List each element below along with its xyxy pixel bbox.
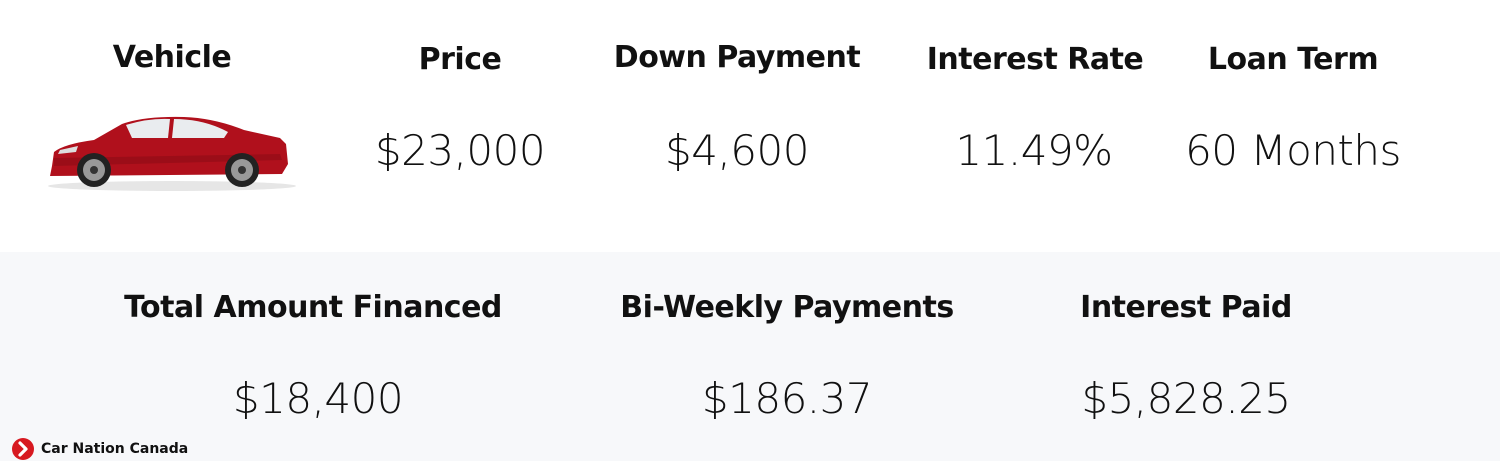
interest-rate-value: 11.49%	[955, 126, 1113, 175]
chevron-right-circle-icon	[12, 438, 34, 460]
loan-term-value: 60 Months	[1185, 126, 1401, 175]
brand-name: Car Nation Canada	[41, 441, 189, 457]
bi-weekly-value: $186.37	[701, 374, 873, 423]
price-value: $23,000	[374, 126, 546, 175]
loan-results-section: Total Amount Financed Bi-Weekly Payments…	[0, 252, 1500, 461]
brand-logo: Car Nation Canada	[12, 438, 188, 460]
interest-rate-header: Interest Rate	[926, 42, 1144, 77]
interest-paid-value: $5,828.25	[1081, 374, 1291, 423]
price-header: Price	[418, 42, 502, 77]
loan-term-header: Loan Term	[1207, 42, 1379, 77]
loan-inputs-section: Vehicle Price Down Payment Interest Rate…	[48, 40, 1402, 191]
interest-paid-header: Interest Paid	[1080, 290, 1292, 325]
down-payment-value: $4,600	[665, 126, 809, 175]
total-financed-value: $18,400	[232, 374, 404, 423]
vehicle-image	[48, 116, 296, 191]
total-financed-header: Total Amount Financed	[124, 290, 502, 325]
down-payment-header: Down Payment	[613, 40, 861, 75]
vehicle-header: Vehicle	[112, 40, 232, 75]
bi-weekly-header: Bi-Weekly Payments	[620, 290, 954, 325]
